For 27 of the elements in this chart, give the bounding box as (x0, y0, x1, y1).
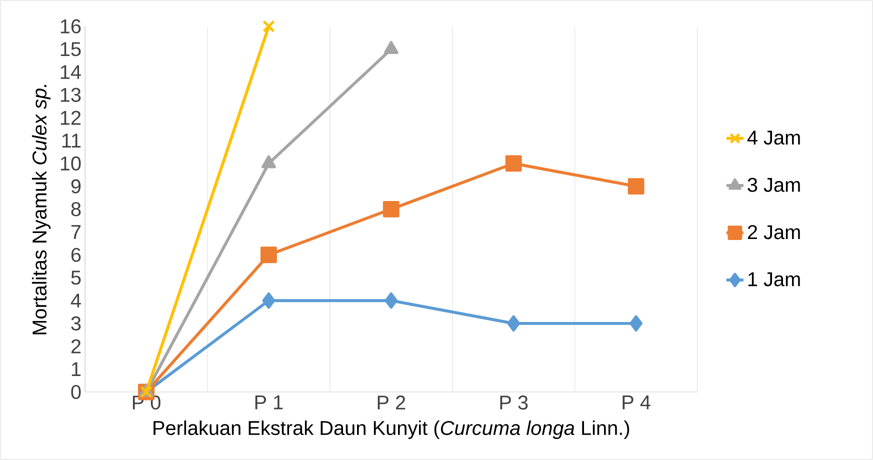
y-tick-label: 16 (60, 19, 81, 34)
legend-label: 3 Jam (748, 178, 800, 192)
y-tick-label: 6 (71, 248, 81, 262)
y-tick-label: 4 (70, 294, 81, 308)
y-tick-label: 1 (72, 362, 81, 376)
y-tick-label: 5 (71, 270, 81, 285)
y-axis-title: Mortalitas Nyamuk Culex sp. (32, 84, 51, 334)
y-tick-label: 14 (60, 65, 81, 79)
x-tick-label: P 2 (378, 396, 406, 410)
y-tick-label: 3 (71, 316, 81, 330)
y-tick-label: 10 (60, 156, 81, 171)
x-tick-label: P 1 (255, 396, 283, 410)
y-tick-label: 2 (71, 339, 81, 354)
y-tick-label: 13 (60, 88, 81, 102)
y-tick-label: 0 (71, 384, 81, 400)
legend-label: 1 Jam (748, 272, 800, 286)
x-tick-label: P 3 (500, 396, 528, 410)
y-tick-label: 7 (71, 225, 81, 239)
y-tick-label: 15 (60, 42, 81, 56)
x-axis-title: Perlakuan Ekstrak Daun Kunyit (Curcuma longa Linn.) (154, 420, 630, 440)
y-tick-label: 11 (62, 134, 81, 148)
y-tick-label: 8 (71, 202, 81, 216)
legend-label: 2 Jam (748, 225, 800, 240)
x-tick-label: P 4 (622, 396, 650, 410)
y-tick-label: 12 (60, 110, 81, 125)
y-tick-label: 9 (71, 179, 81, 194)
legend-label: 4 Jam (747, 130, 800, 145)
